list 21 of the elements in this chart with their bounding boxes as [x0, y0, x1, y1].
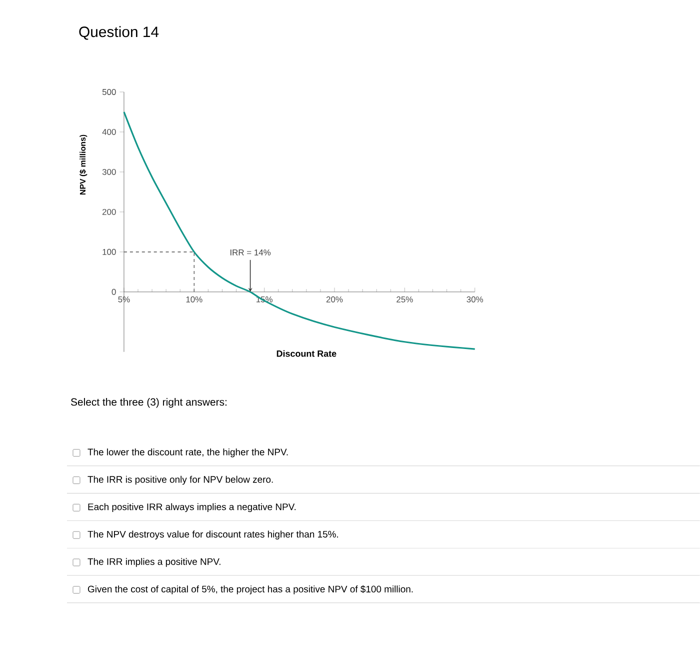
text: Each positive IRR always implies a negative NPV. — [88, 503, 296, 512]
x-tick-label: 20% — [326, 296, 343, 303]
x-tick-label: 30% — [466, 296, 484, 303]
y-tick-label: 500 — [102, 89, 116, 96]
x-axis-title: Discount Rate — [276, 350, 336, 357]
x-tick-label: 10% — [186, 296, 202, 303]
chart-title: Question 14 — [79, 26, 159, 40]
x-tick-label: 5% — [118, 296, 130, 302]
text: The IRR is positive only for NPV below zero. — [88, 476, 273, 485]
text: Given the cost of capital of 5%, the project has a positive NPV of $100 million. — [88, 585, 413, 594]
x-tick-label: 25% — [396, 296, 413, 303]
y-tick-label: 400 — [102, 129, 116, 136]
text: The NPV destroys value for discount rates higher than 15%. — [88, 530, 338, 540]
y-tick-label: 0 — [112, 289, 116, 295]
text: The lower the discount rate, the higher the NPV. — [88, 448, 288, 458]
y-tick-label: 300 — [102, 169, 116, 176]
annotation: IRR = 14% — [230, 250, 271, 256]
text: The IRR implies a positive NPV. — [88, 558, 220, 567]
y-tick-label: 100 — [102, 249, 116, 256]
y-tick-label: 200 — [102, 209, 116, 216]
text: Select the three (3) right answers: — [70, 398, 226, 408]
